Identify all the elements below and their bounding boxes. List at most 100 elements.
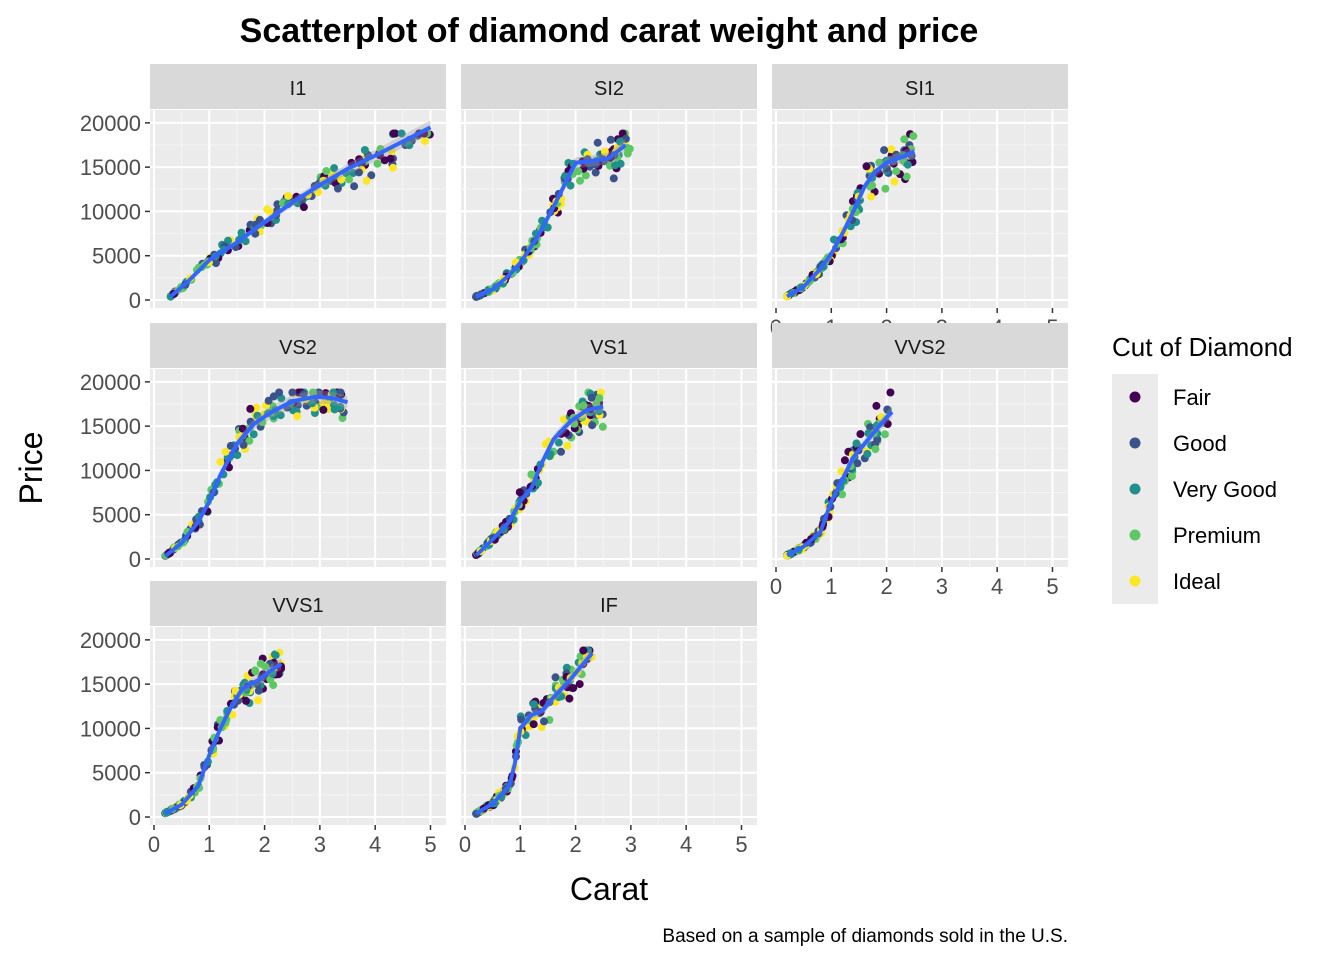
y-tick-label: 20000 bbox=[80, 628, 141, 653]
data-point bbox=[909, 132, 918, 141]
x-tick-label: 3 bbox=[625, 832, 637, 857]
data-point bbox=[389, 163, 397, 172]
smooth-line bbox=[164, 662, 283, 816]
x-tick-label: 2 bbox=[880, 574, 892, 599]
data-point bbox=[309, 388, 317, 397]
x-tick-label: 1 bbox=[514, 832, 526, 857]
facet-strip-label: VVS1 bbox=[272, 595, 323, 617]
x-tick-label: 0 bbox=[148, 832, 160, 857]
data-point bbox=[591, 168, 600, 177]
data-point bbox=[253, 411, 262, 420]
data-point bbox=[585, 162, 594, 171]
data-point bbox=[862, 162, 871, 171]
x-tick-label: 0 bbox=[770, 574, 782, 599]
x-tick-label: 3 bbox=[314, 832, 326, 857]
x-tick-label: 5 bbox=[735, 832, 747, 857]
data-point bbox=[299, 390, 308, 399]
facet-strip bbox=[150, 323, 446, 368]
data-point bbox=[228, 710, 237, 719]
data-point bbox=[529, 720, 538, 729]
data-point bbox=[216, 457, 225, 466]
data-point bbox=[336, 388, 345, 397]
y-tick-label: 15000 bbox=[80, 155, 141, 180]
panel-background bbox=[150, 627, 446, 825]
data-point bbox=[853, 459, 862, 468]
data-point bbox=[264, 396, 273, 405]
data-point bbox=[866, 423, 875, 432]
y-tick-label: 10000 bbox=[80, 458, 141, 483]
data-point bbox=[246, 404, 255, 413]
legend-label: Good bbox=[1173, 431, 1227, 456]
facet-strip bbox=[461, 581, 757, 626]
data-point bbox=[856, 430, 865, 439]
smooth-line bbox=[474, 404, 604, 557]
data-point bbox=[623, 149, 632, 158]
data-point bbox=[271, 651, 280, 660]
data-point bbox=[880, 430, 889, 439]
facet-strip-label: SI2 bbox=[594, 78, 624, 100]
data-point bbox=[852, 439, 861, 448]
data-point bbox=[293, 412, 302, 421]
data-point bbox=[314, 388, 323, 397]
legend-label: Very Good bbox=[1173, 477, 1277, 502]
data-point bbox=[349, 169, 358, 177]
data-point bbox=[562, 663, 571, 672]
data-point bbox=[330, 405, 339, 414]
legend-label: Fair bbox=[1173, 385, 1211, 410]
data-point bbox=[251, 667, 260, 676]
data-point bbox=[576, 176, 584, 185]
data-point bbox=[212, 259, 220, 268]
data-point bbox=[405, 141, 414, 150]
data-point bbox=[595, 394, 604, 403]
data-point bbox=[345, 175, 354, 184]
chart-title: Scatterplot of diamond carat weight and … bbox=[240, 12, 979, 50]
facet-strip-label: IF bbox=[600, 595, 618, 617]
legend-key-premium bbox=[1129, 529, 1141, 541]
data-point bbox=[269, 681, 278, 690]
data-point bbox=[231, 686, 240, 695]
x-tick-label: 1 bbox=[203, 832, 215, 857]
smooth-line bbox=[475, 651, 594, 816]
data-point bbox=[322, 167, 331, 175]
smooth-confidence-band bbox=[170, 120, 431, 297]
data-point bbox=[554, 438, 563, 447]
data-point bbox=[563, 441, 572, 450]
y-tick-label: 10000 bbox=[80, 199, 141, 224]
data-point bbox=[373, 159, 382, 168]
facet-strip-label: I1 bbox=[290, 78, 307, 100]
data-point bbox=[541, 440, 550, 449]
data-point bbox=[848, 472, 856, 481]
data-point bbox=[221, 447, 230, 456]
data-point bbox=[566, 181, 575, 190]
data-point bbox=[867, 192, 875, 201]
smooth-line bbox=[786, 149, 916, 299]
data-point bbox=[515, 488, 524, 497]
data-point bbox=[299, 203, 308, 212]
chart-caption: Based on a sample of diamonds sold in th… bbox=[662, 926, 1068, 947]
data-point bbox=[263, 205, 272, 214]
smooth-line bbox=[475, 143, 627, 299]
data-point bbox=[540, 717, 548, 726]
data-point bbox=[252, 403, 261, 412]
data-point bbox=[362, 176, 371, 185]
data-point bbox=[587, 393, 596, 402]
data-point bbox=[319, 405, 328, 414]
x-axis-title: Carat bbox=[570, 871, 648, 907]
data-point bbox=[249, 430, 258, 439]
x-tick-label: 3 bbox=[936, 574, 948, 599]
legend-key-ideal bbox=[1129, 575, 1141, 587]
data-point bbox=[276, 411, 285, 420]
smooth-confidence-band bbox=[787, 145, 915, 297]
data-point bbox=[530, 700, 538, 709]
x-tick-label: 5 bbox=[1046, 574, 1058, 599]
data-point bbox=[367, 171, 376, 180]
x-tick-label: 1 bbox=[825, 574, 837, 599]
x-tick-label: 2 bbox=[569, 832, 581, 857]
legend-label: Premium bbox=[1173, 523, 1261, 548]
facet-strip-label: VVS2 bbox=[894, 337, 945, 359]
data-point bbox=[871, 445, 880, 454]
data-point bbox=[254, 696, 262, 705]
data-point bbox=[565, 694, 574, 703]
y-tick-label: 0 bbox=[129, 547, 141, 572]
data-point bbox=[593, 138, 602, 147]
